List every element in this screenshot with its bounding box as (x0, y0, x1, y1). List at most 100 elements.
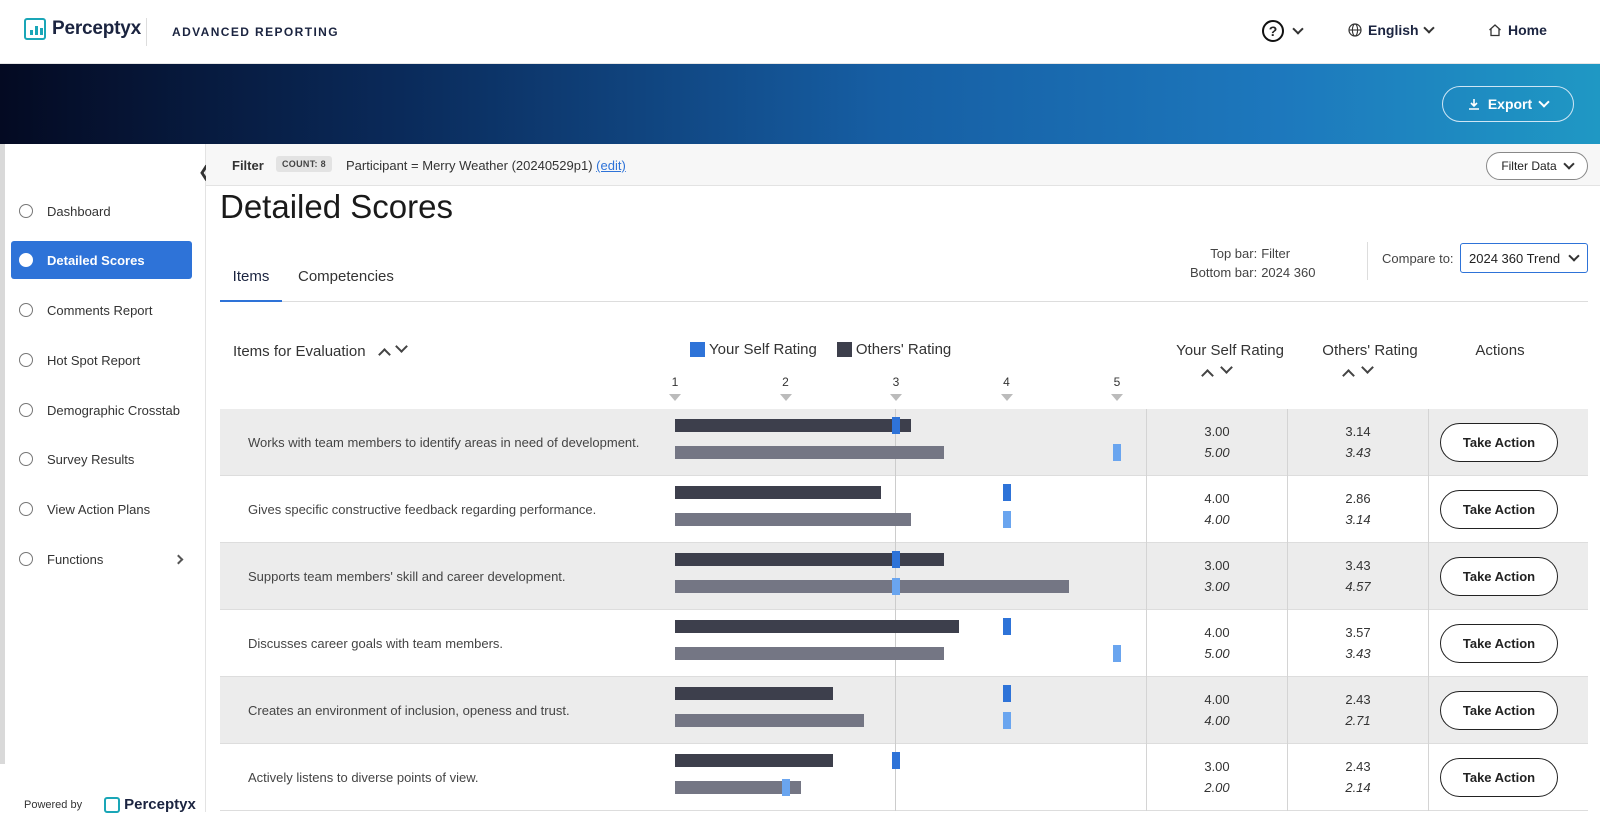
others-rating-compare-bar (675, 580, 1070, 593)
divider (1428, 543, 1429, 610)
self-rating-compare-marker (781, 779, 790, 796)
axis-line (895, 476, 896, 543)
items-sort[interactable] (377, 339, 408, 361)
others-score: 3.43 (1345, 558, 1371, 573)
export-button[interactable]: Export (1442, 86, 1574, 122)
compare-label: Compare to: (1382, 251, 1454, 266)
sort-up-icon[interactable] (1201, 369, 1214, 382)
self-score-compare: 4.00 (1204, 713, 1230, 728)
sort-down-icon[interactable] (1361, 361, 1374, 374)
sidebar-scrollbar[interactable] (0, 144, 5, 764)
self-score: 4.00 (1204, 692, 1230, 707)
sidebar-item-detailed-scores[interactable]: Detailed Scores (11, 241, 192, 279)
home-link[interactable]: Home (1488, 22, 1547, 38)
chart-legend: Your Self Rating Others' Rating (690, 341, 951, 358)
divider (1146, 409, 1147, 476)
take-action-button[interactable]: Take Action (1440, 490, 1558, 529)
sidebar-item-label: Hot Spot Report (47, 352, 141, 368)
chevron-right-icon (173, 554, 184, 564)
others-rating-bar (675, 419, 912, 432)
others-sort[interactable] (1342, 361, 1374, 382)
question-circle-icon: ? (1262, 20, 1284, 42)
self-rating-compare-marker (1002, 511, 1011, 528)
others-score-compare: 3.43 (1345, 445, 1371, 460)
take-action-button[interactable]: Take Action (1440, 691, 1558, 730)
sort-up-icon[interactable] (377, 347, 391, 361)
others-rating-bar (675, 486, 881, 499)
powered-by: Powered by Perceptyx (24, 796, 196, 813)
others-rating-compare-bar (675, 714, 864, 727)
export-label: Export (1487, 96, 1533, 112)
self-rating-compare-marker (892, 578, 900, 595)
logo-icon (104, 796, 121, 813)
axis-line (895, 409, 896, 476)
sidebar-item-hot-spot-report[interactable]: Hot Spot Report (11, 341, 192, 379)
filter-data-label: Filter Data (1501, 159, 1557, 173)
top-nav: Perceptyx ADVANCED REPORTING ? English H… (0, 0, 1600, 64)
count-badge: COUNT: 8 (276, 156, 332, 172)
sort-down-icon[interactable] (1220, 361, 1233, 374)
others-score: 2.43 (1345, 692, 1371, 707)
table-row: Gives specific constructive feedback reg… (220, 476, 1588, 543)
self-rating-marker (892, 551, 900, 568)
perceptyx-logo[interactable]: Perceptyx (24, 18, 141, 40)
take-action-button[interactable]: Take Action (1440, 557, 1558, 596)
self-score-compare: 4.00 (1204, 512, 1230, 527)
bar-list-icon (19, 452, 33, 466)
self-rating-marker (1002, 484, 1011, 501)
item-text: Creates an environment of inclusion, ope… (248, 703, 570, 718)
home-label: Home (1508, 22, 1547, 38)
filter-label: Filter (232, 158, 264, 173)
item-text: Discusses career goals with team members… (248, 636, 504, 651)
edit-filter-link[interactable]: (edit) (596, 158, 626, 173)
language-selector[interactable]: English (1348, 22, 1435, 38)
self-rating-marker (1002, 618, 1011, 635)
sidebar-item-functions[interactable]: Functions (11, 540, 192, 578)
item-text: Gives specific constructive feedback reg… (248, 502, 597, 517)
chevron-down-icon (1563, 158, 1575, 170)
sidebar-item-label: View Action Plans (47, 501, 151, 517)
axis-line (895, 744, 896, 811)
tick-label: 4 (1003, 375, 1010, 389)
compare-select[interactable]: 2024 360 Trend (1460, 243, 1588, 273)
self-score: 3.00 (1204, 424, 1230, 439)
chevron-down-icon (1538, 96, 1550, 108)
tab-competencies[interactable]: Competencies (298, 268, 394, 285)
take-action-button[interactable]: Take Action (1440, 423, 1558, 462)
sort-up-icon[interactable] (1342, 369, 1355, 382)
self-sort[interactable] (1201, 361, 1233, 382)
others-swatch (836, 342, 852, 357)
tick-label: 1 (671, 375, 679, 389)
powered-by-label: Powered by (24, 798, 83, 811)
item-text: Works with team members to identify area… (248, 435, 640, 450)
sidebar-item-comments-report[interactable]: Comments Report (11, 291, 192, 329)
divider (1428, 677, 1429, 744)
legend-self: Your Self Rating (690, 341, 817, 358)
self-rating-compare-marker (1113, 444, 1121, 461)
divider (1367, 242, 1368, 280)
filter-data-button[interactable]: Filter Data (1486, 152, 1588, 180)
tick-marker (669, 394, 681, 401)
table-row: Supports team members' skill and career … (220, 543, 1588, 610)
take-action-button[interactable]: Take Action (1440, 758, 1558, 797)
tick-label: 2 (782, 375, 789, 389)
sidebar-item-survey-results[interactable]: Survey Results (11, 440, 192, 478)
sidebar-item-view-action-plans[interactable]: View Action Plans (11, 490, 192, 528)
self-score: 3.00 (1204, 558, 1230, 573)
others-rating-bar (675, 687, 833, 700)
help-menu[interactable]: ? (1262, 20, 1304, 42)
sidebar-item-dashboard[interactable]: Dashboard (11, 192, 192, 230)
tab-items[interactable]: Items (220, 268, 282, 302)
sort-down-icon[interactable] (394, 339, 408, 353)
take-action-button[interactable]: Take Action (1440, 624, 1558, 663)
logo-icon (24, 18, 46, 40)
legend-others: Others' Rating (836, 341, 951, 358)
divider (1287, 677, 1288, 744)
check-circle-icon (19, 502, 33, 516)
sidebar-item-label: Functions (47, 551, 104, 567)
items-header-label: Items for Evaluation (233, 343, 366, 360)
divider (1146, 610, 1147, 677)
sidebar-item-label: Dashboard (47, 203, 111, 219)
bottom-bar-label: Bottom bar: (1190, 265, 1258, 280)
sidebar-item-demographic-crosstab[interactable]: Demographic Crosstab (11, 391, 192, 429)
